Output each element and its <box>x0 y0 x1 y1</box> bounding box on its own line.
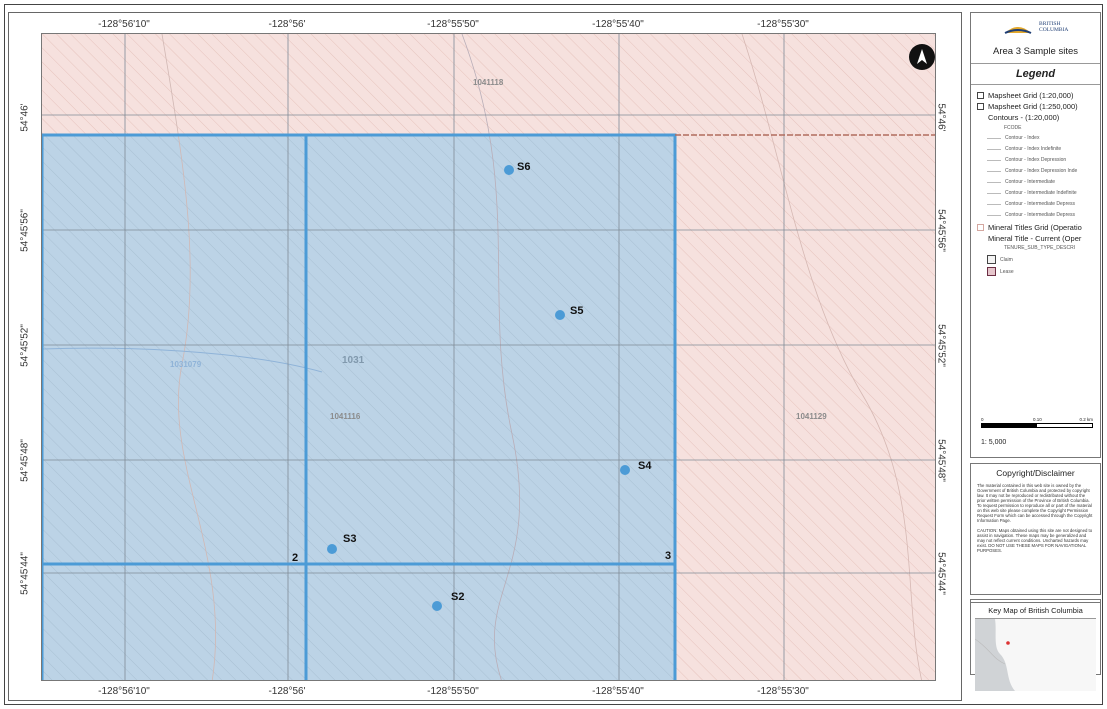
legend-contour-6: Contour - Intermediate Indefinite <box>971 190 1100 196</box>
coord-top-1: -128°56'10" <box>98 19 150 30</box>
coord-top-3: -128°55'50" <box>427 19 479 30</box>
polygon-label-1031079: 1031079 <box>170 360 202 369</box>
coord-right-2: 54°45'56" <box>935 209 947 252</box>
map-title: Area 3 Sample sites <box>992 46 1078 57</box>
coord-right-4: 54°45'48" <box>935 439 947 482</box>
site-marker-s2[interactable] <box>432 601 442 611</box>
polygon-label-1041129: 1041129 <box>796 412 827 421</box>
legend-item-mineral-grid: Mineral Titles Grid (Operatio <box>971 223 1100 232</box>
site-label-s6: S6 <box>517 161 531 173</box>
coord-left-4: 54°45'48" <box>19 439 31 482</box>
site-marker-s4[interactable] <box>620 465 630 475</box>
scale-bar: 0 0.10 0.2 km <box>981 417 1093 428</box>
coord-right-1: 54°46' <box>935 103 947 132</box>
keymap-panel: Key Map of British Columbia <box>970 602 1101 691</box>
legend-contour-8: Contour - Intermediate Depress <box>971 212 1100 218</box>
legend-panel: BRITISH COLUMBIA Area 3 Sample sites Leg… <box>970 12 1101 458</box>
page-frame <box>4 4 1103 705</box>
legend-contour-7: Contour - Intermediate Depress <box>971 201 1100 207</box>
keymap-title: Key Map of British Columbia <box>975 606 1096 619</box>
legend-fcode: FCODE <box>1004 125 1022 131</box>
copyright-panel: Copyright/Disclaimer The material contai… <box>970 463 1101 595</box>
coord-bottom-2: -128°56' <box>268 686 306 697</box>
legend-lease: Lease <box>971 267 1100 276</box>
bc-logo: BRITISH COLUMBIA <box>971 13 1100 40</box>
coord-top-5: -128°55'30" <box>757 19 809 30</box>
coord-left-1: 54°46' <box>19 103 31 132</box>
legend-contour-1: Contour - Index <box>971 135 1100 141</box>
scale-tick-1: 0.10 <box>1033 417 1042 422</box>
coord-right-5: 54°45'44" <box>935 552 947 595</box>
legend-tenure-field: TENURE_SUB_TYPE_DESCRI <box>1004 245 1076 251</box>
coord-bottom-3: -128°55'50" <box>427 686 479 697</box>
legend-contour-3: Contour - Index Depression <box>971 157 1100 163</box>
legend-item-mineral-title: Mineral Title - Current (Oper <box>988 234 1082 243</box>
caution-text: CAUTION: Maps obtained using this site a… <box>977 528 1093 553</box>
coord-bottom-4: -128°55'40" <box>592 686 644 697</box>
map-canvas[interactable]: 1041118 1031079 1031 1041116 1041129 2 3… <box>41 33 936 681</box>
corner-label-3: 3 <box>665 550 672 562</box>
north-arrow-icon <box>909 44 935 70</box>
keymap-image[interactable] <box>974 619 1096 691</box>
polygon-label-1031: 1031 <box>342 355 365 366</box>
site-marker-s5[interactable] <box>555 310 565 320</box>
coord-top-4: -128°55'40" <box>592 19 644 30</box>
legend-contour-5: Contour - Intermediate <box>971 179 1100 185</box>
coord-left-3: 54°45'52" <box>19 324 31 367</box>
legend-heading: Legend <box>1015 68 1056 80</box>
legend-contour-2: Contour - Index Indefinite <box>971 146 1100 152</box>
bc-logo-icon <box>1004 27 1032 34</box>
coord-left-5: 54°45'44" <box>19 552 31 595</box>
keymap-location-marker <box>1006 641 1010 645</box>
coord-bottom-5: -128°55'30" <box>757 686 809 697</box>
logo-text-columbia: COLUMBIA <box>1039 27 1069 33</box>
site-label-s4: S4 <box>638 460 652 472</box>
site-marker-s3[interactable] <box>327 544 337 554</box>
scale-tick-2: 0.2 km <box>1079 417 1093 422</box>
copyright-heading: Copyright/Disclaimer <box>996 468 1075 478</box>
tenure-boundaries <box>42 133 677 680</box>
site-marker-s6[interactable] <box>504 165 514 175</box>
coord-right-3: 54°45'52" <box>935 324 947 367</box>
legend-contour-4: Contour - Index Depression Inde <box>971 168 1100 174</box>
coordinate-grid <box>42 34 935 680</box>
polygon-label-1041118: 1041118 <box>473 78 504 87</box>
polygon-label-1041116: 1041116 <box>330 412 361 421</box>
legend-item-contours: Contours - (1:20,000) <box>988 113 1060 122</box>
site-label-s2: S2 <box>451 591 465 603</box>
logo-text-british: BRITISH <box>1039 21 1061 27</box>
coord-left-2: 54°45'56" <box>19 209 31 252</box>
site-label-s3: S3 <box>343 533 357 545</box>
site-label-s5: S5 <box>570 305 584 317</box>
coord-top-2: -128°56' <box>268 19 306 30</box>
coord-bottom-1: -128°56'10" <box>98 686 150 697</box>
scale-tick-0: 0 <box>981 417 984 422</box>
scale-ratio: 1: 5,000 <box>981 439 1007 446</box>
legend-claim: Claim <box>971 255 1100 264</box>
map-layers <box>42 34 935 680</box>
legend-item-mapsheet-250k: Mapsheet Grid (1:250,000) <box>971 102 1100 111</box>
legend-item-mapsheet-20k: Mapsheet Grid (1:20,000) <box>971 91 1100 100</box>
copyright-text: The material contained in this web site … <box>977 483 1093 523</box>
corner-label-2: 2 <box>292 552 299 564</box>
